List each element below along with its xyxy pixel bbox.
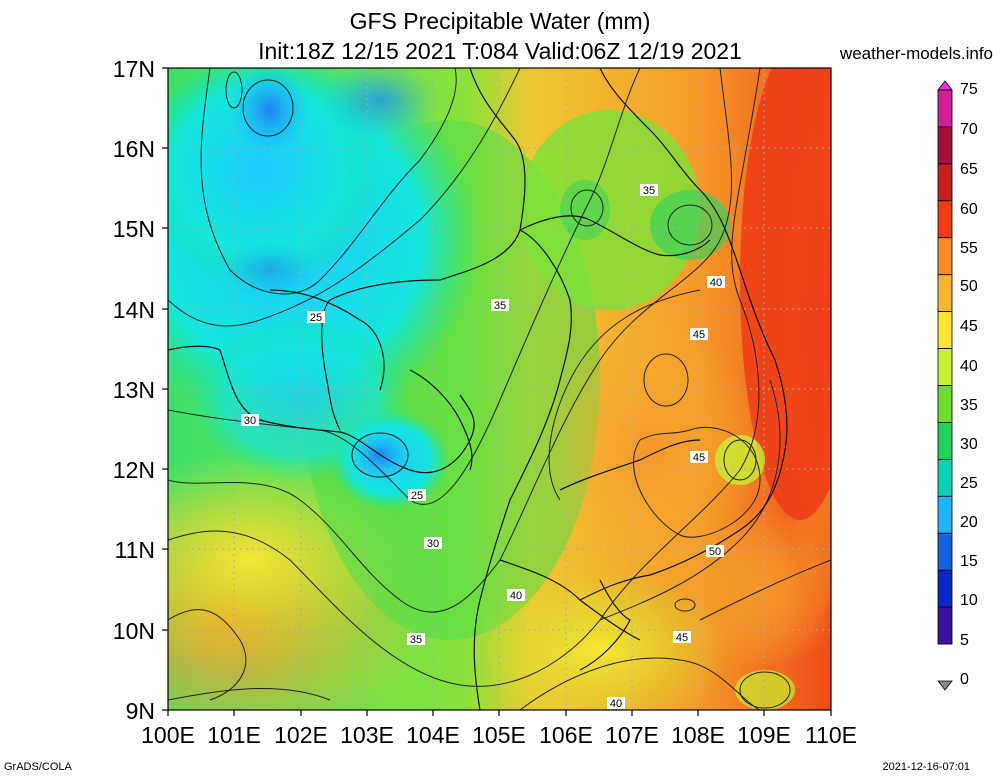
colorbar-swatch bbox=[937, 237, 953, 276]
contour-label: 45 bbox=[693, 329, 705, 341]
contour-label: 35 bbox=[643, 185, 655, 197]
lon-label: 107E bbox=[605, 722, 659, 748]
colorbar-swatch bbox=[937, 163, 953, 202]
lon-label: 108E bbox=[671, 722, 725, 748]
colorbar-label: 65 bbox=[960, 161, 978, 178]
colorbar-swatch bbox=[937, 274, 953, 313]
lon-label: 104E bbox=[406, 722, 460, 748]
colorbar-swatch bbox=[937, 89, 953, 128]
contour-label: 40 bbox=[610, 698, 622, 710]
colorbar-label: 50 bbox=[960, 278, 978, 295]
colorbar-label: 45 bbox=[960, 318, 978, 335]
colorbar-label: 15 bbox=[960, 553, 978, 570]
lon-label: 110E bbox=[804, 722, 857, 748]
lat-label: 15N bbox=[112, 216, 155, 242]
contour-label: 45 bbox=[676, 632, 688, 644]
lon-label: 100E bbox=[141, 722, 195, 748]
colorbar-swatch bbox=[937, 311, 953, 349]
lat-label: 12N bbox=[112, 457, 155, 483]
colorbar-label: 60 bbox=[960, 201, 978, 218]
colorbar-label: 75 bbox=[960, 81, 978, 98]
footer-timestamp: 2021-12-16-07:01 bbox=[882, 761, 970, 773]
contour-label: 35 bbox=[410, 634, 422, 646]
colorbar-label: 5 bbox=[960, 632, 969, 649]
lat-label: 11N bbox=[114, 537, 156, 563]
axis-ticks bbox=[162, 67, 832, 716]
colorbar-label: 25 bbox=[960, 475, 978, 492]
colorbar-label: 55 bbox=[960, 240, 978, 257]
contour-label: 40 bbox=[510, 590, 522, 602]
site-credit: weather-models.info bbox=[839, 44, 993, 63]
contour-label: 25 bbox=[411, 490, 423, 502]
lon-label: 101E bbox=[207, 722, 261, 748]
contour-label: 30 bbox=[244, 415, 256, 427]
colorbar-swatch bbox=[937, 80, 953, 91]
lon-label: 103E bbox=[340, 722, 394, 748]
colorbar-label: 35 bbox=[960, 397, 978, 414]
colorbar-label: 10 bbox=[960, 592, 978, 609]
lon-label: 105E bbox=[472, 722, 526, 748]
colorbar-swatch bbox=[937, 606, 953, 645]
lon-label: 106E bbox=[539, 722, 593, 748]
lat-label: 13N bbox=[112, 377, 155, 403]
contour-label: 30 bbox=[427, 538, 439, 550]
colorbar-label: 40 bbox=[960, 358, 978, 375]
contour-label-group: 25 25 30 30 35 35 35 40 40 40 45 45 45 5… bbox=[241, 184, 725, 710]
colorbar-label: 30 bbox=[960, 436, 978, 453]
colorbar-swatch bbox=[937, 532, 953, 571]
lat-label: 14N bbox=[112, 297, 155, 323]
lat-label: 16N bbox=[112, 136, 155, 162]
lat-label: 10N bbox=[112, 618, 155, 644]
lat-label: 17N bbox=[112, 56, 155, 82]
chart-subtitle: Init:18Z 12/15 2021 T:084 Valid:06Z 12/1… bbox=[258, 38, 742, 64]
lon-label: 109E bbox=[737, 722, 791, 748]
lat-label: 9N bbox=[125, 698, 155, 724]
colorbar-swatch bbox=[937, 385, 953, 423]
colorbar-swatch bbox=[937, 569, 953, 608]
footer-credit: GrADS/COLA bbox=[4, 761, 72, 773]
colorbar-swatch bbox=[937, 200, 953, 239]
contour-label: 25 bbox=[310, 312, 322, 324]
colorbar-label: 0 bbox=[960, 671, 969, 688]
colorbar-label: 70 bbox=[960, 121, 978, 138]
colorbar bbox=[937, 80, 953, 691]
contour-label: 40 bbox=[710, 277, 722, 289]
contour-label: 45 bbox=[693, 452, 705, 464]
colorbar-swatch bbox=[937, 495, 953, 534]
borders bbox=[168, 68, 788, 710]
lon-label: 102E bbox=[274, 722, 328, 748]
contour-label: 35 bbox=[494, 300, 506, 312]
contour-label: 50 bbox=[709, 546, 721, 558]
colorbar-swatch bbox=[937, 458, 953, 497]
colorbar-swatch bbox=[937, 680, 953, 691]
colorbar-label: 20 bbox=[960, 514, 978, 531]
chart-title: GFS Precipitable Water (mm) bbox=[349, 8, 651, 34]
colorbar-swatch bbox=[937, 348, 953, 386]
colorbar-swatch bbox=[937, 126, 953, 165]
colorbar-swatch bbox=[937, 422, 953, 460]
